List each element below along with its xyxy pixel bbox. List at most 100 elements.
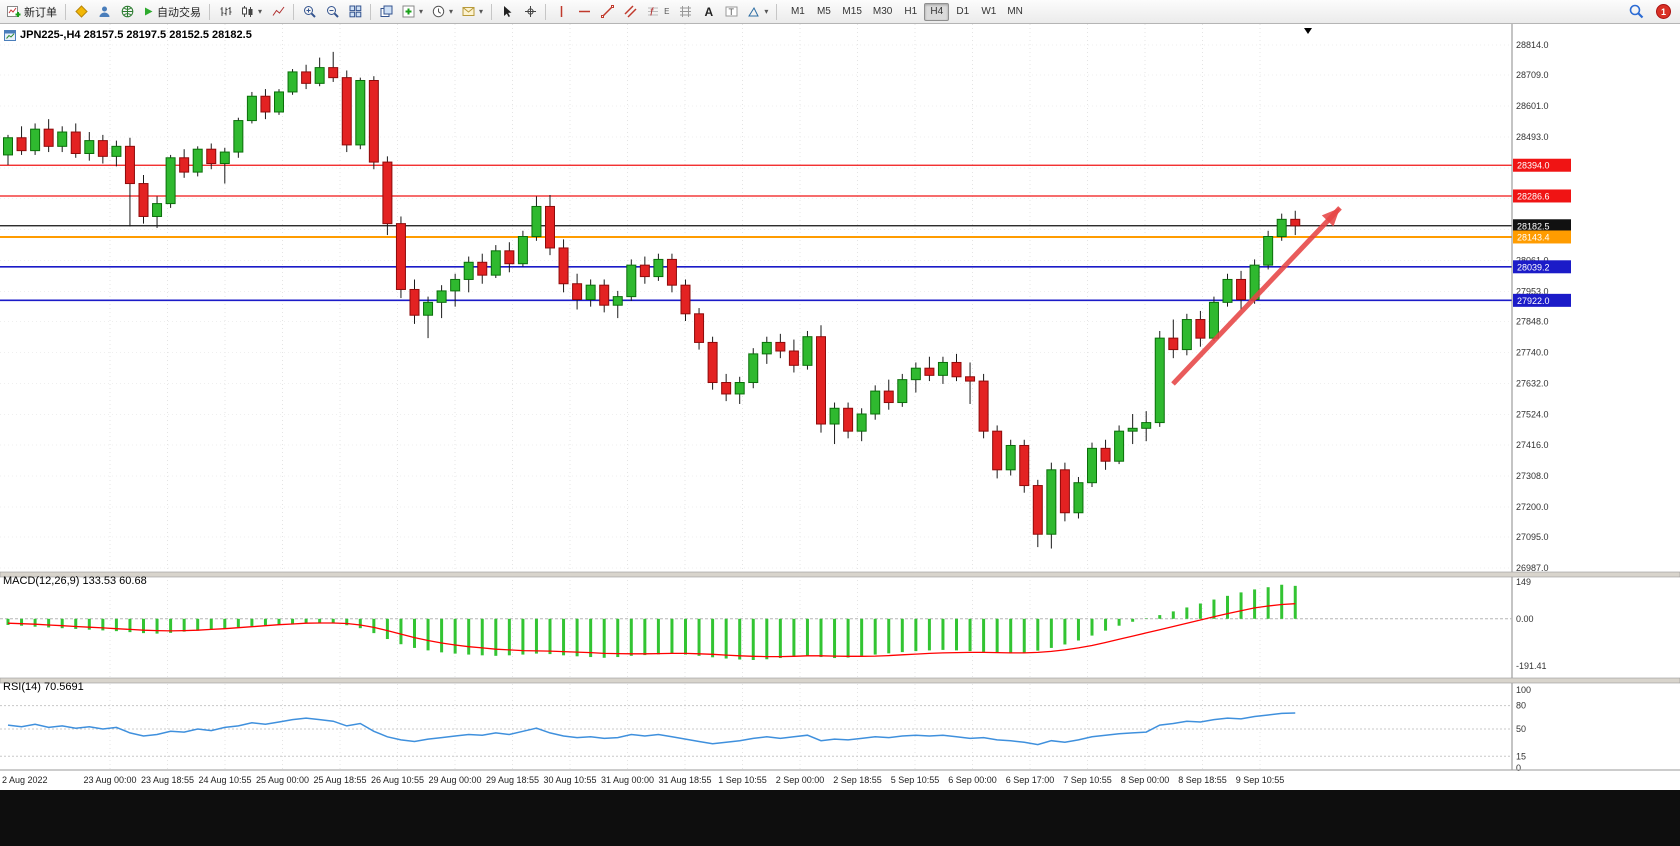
svg-text:23 Aug 18:55: 23 Aug 18:55 [141,775,194,785]
toolbar-separator [545,3,547,20]
chart-diamond-icon [74,5,88,18]
vertical-line-button[interactable] [550,2,572,22]
svg-text:5 Sep 10:55: 5 Sep 10:55 [891,775,940,785]
toolbar-separator [776,3,778,20]
toolbar-separator [209,3,210,20]
tile-windows-button[interactable] [344,2,366,22]
svg-text:28143.4: 28143.4 [1517,232,1550,242]
label-button[interactable]: T [720,2,742,22]
timeframe-button-m15[interactable]: M15 [837,3,866,21]
timeframe-button-h4[interactable]: H4 [924,2,950,21]
play-icon [145,7,153,16]
timeframe-button-w1[interactable]: W1 [976,3,1001,21]
vertical-line-icon [560,6,562,17]
svg-text:28182.5: 28182.5 [1517,221,1550,231]
search-button[interactable] [1625,2,1648,22]
caret-down-icon: ▾ [258,7,263,16]
horizontal-line-icon [578,10,590,13]
indicators-button[interactable]: ▾ [398,2,427,22]
new-order-icon [7,6,21,17]
periods-button[interactable]: ▾ [428,2,457,22]
svg-text:29 Aug 00:00: 29 Aug 00:00 [428,775,481,785]
candlestick-icon [242,6,253,17]
svg-text:25 Aug 00:00: 25 Aug 00:00 [256,775,309,785]
timeframe-button-m5[interactable]: M5 [811,3,836,21]
timeframe-button-h1[interactable]: H1 [898,3,923,21]
horizontal-price-lines[interactable] [0,164,1512,302]
svg-text:100: 100 [1516,685,1531,695]
toolbar-separator [293,3,295,20]
line-chart-icon [272,6,284,16]
timeframe-button-mn[interactable]: MN [1002,3,1028,21]
new-order-label: 新订单 [24,6,57,19]
svg-text:6 Sep 17:00: 6 Sep 17:00 [1006,775,1055,785]
candlestick-chart-button[interactable]: ▾ [237,2,266,22]
caret-down-icon: ▾ [419,7,424,16]
cascade-icon [380,5,393,17]
notification-badge[interactable]: 1 [1656,4,1671,19]
profile-button[interactable] [93,2,115,22]
svg-text:28601.0: 28601.0 [1516,101,1549,111]
time-axis[interactable]: 2 Aug 2022 23 Aug 00:00 23 Aug 18:55 24 Aug… [2,775,1284,785]
caret-down-icon: ▾ [449,7,454,16]
toolbar-separator [370,3,372,20]
trendline-button[interactable] [596,2,618,22]
text-button[interactable]: A [697,2,719,22]
line-chart-button[interactable] [267,2,289,22]
auto-trading-label: 自动交易 [157,6,201,19]
toolbar-separator [65,3,66,20]
grid-lines-icon [679,6,691,17]
rsi-axis: 100 80 50 15 0 [1516,685,1531,773]
trend-arrow[interactable] [1171,206,1342,386]
svg-text:T: T [728,7,734,17]
toolbar-right: 1 [1625,2,1677,22]
svg-text:0: 0 [1516,763,1521,773]
bar-chart-button[interactable] [214,2,236,22]
svg-text:27740.0: 27740.0 [1516,347,1549,357]
templates-button[interactable]: ▾ [458,2,487,22]
chart-canvas[interactable]: 28814.028709.028601.028493.028385.028277… [0,24,1680,790]
timeframe-button-m30[interactable]: M30 [868,3,897,21]
panel-splitter-rsi[interactable] [0,677,1680,684]
svg-text:29 Aug 18:55: 29 Aug 18:55 [486,775,539,785]
chart-shift-marker[interactable] [1304,28,1312,34]
svg-text:25 Aug 18:55: 25 Aug 18:55 [313,775,366,785]
svg-text:28709.0: 28709.0 [1516,70,1549,80]
channel-button[interactable] [619,2,641,22]
svg-text:27848.0: 27848.0 [1516,317,1549,327]
svg-text:8 Sep 18:55: 8 Sep 18:55 [1178,775,1227,785]
new-order-button[interactable]: 新订单 [3,2,61,22]
clock-icon [432,5,445,18]
svg-text:31 Aug 18:55: 31 Aug 18:55 [658,775,711,785]
panel-splitter-macd[interactable] [0,571,1680,578]
zoom-out-button[interactable] [321,2,343,22]
bottom-strip [0,790,1680,846]
svg-text:15: 15 [1516,751,1526,761]
globe-icon [121,5,133,18]
svg-text:149: 149 [1516,577,1531,587]
crosshair-button[interactable] [519,2,541,22]
zoom-in-button[interactable] [298,2,320,22]
svg-text:27922.0: 27922.0 [1517,296,1550,306]
market-watch-button[interactable] [116,2,138,22]
charts-button[interactable] [70,2,92,22]
timeframe-group: M1 M5 M15 M30 H1 H4 D1 W1 MN [785,2,1028,21]
auto-trading-button[interactable]: 自动交易 [139,2,205,22]
arrange-windows-button[interactable] [375,2,397,22]
macd-signal-line [7,603,1296,658]
grid [0,24,1512,770]
cursor-button[interactable] [496,2,518,22]
timeframe-button-m1[interactable]: M1 [785,3,810,21]
svg-text:27308.0: 27308.0 [1516,471,1549,481]
grid-lines-button[interactable] [674,2,696,22]
ohlc-bars-icon [220,7,231,16]
profile-icon [99,6,109,17]
horizontal-line-button[interactable] [573,2,595,22]
svg-text:27953.0: 27953.0 [1516,286,1549,296]
timeframe-button-d1[interactable]: D1 [950,3,975,21]
shapes-button[interactable]: ▾ [743,2,772,22]
cursor-icon [503,6,512,17]
svg-text:9 Sep 10:55: 9 Sep 10:55 [1236,775,1285,785]
